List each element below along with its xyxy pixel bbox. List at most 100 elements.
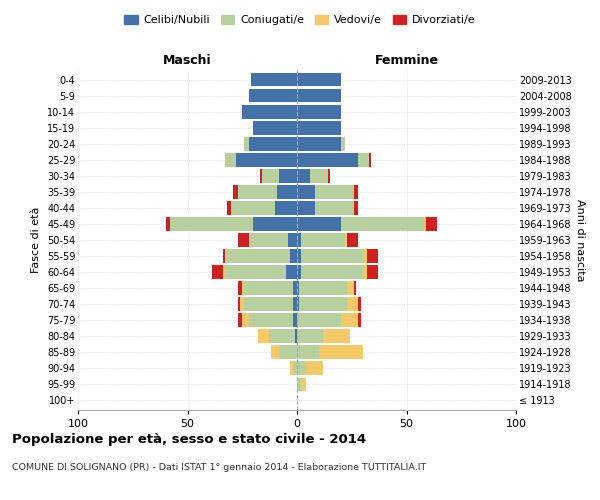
Bar bbox=[297, 169, 310, 182]
Bar bbox=[251, 73, 297, 86]
Bar bbox=[269, 330, 295, 343]
Text: Maschi: Maschi bbox=[163, 54, 212, 67]
Bar bbox=[297, 378, 301, 391]
Bar bbox=[297, 201, 314, 214]
Bar bbox=[347, 233, 358, 247]
Bar bbox=[358, 298, 361, 311]
Bar bbox=[297, 153, 358, 166]
Bar bbox=[236, 153, 297, 166]
Bar bbox=[280, 169, 297, 182]
Bar bbox=[249, 314, 293, 327]
Bar bbox=[301, 249, 363, 263]
Bar bbox=[301, 266, 363, 279]
Bar bbox=[297, 121, 341, 134]
Bar bbox=[347, 298, 358, 311]
Bar bbox=[249, 137, 297, 150]
Bar bbox=[424, 217, 426, 231]
Bar bbox=[170, 217, 253, 231]
Y-axis label: Anni di nascita: Anni di nascita bbox=[575, 198, 586, 281]
Bar bbox=[225, 266, 286, 279]
Bar bbox=[328, 169, 330, 182]
Bar bbox=[297, 89, 341, 102]
Text: Femmine: Femmine bbox=[374, 54, 439, 67]
Bar bbox=[297, 314, 341, 327]
Bar bbox=[240, 298, 244, 311]
Bar bbox=[225, 249, 290, 263]
Bar bbox=[225, 153, 236, 166]
Bar bbox=[275, 201, 297, 214]
Bar bbox=[253, 217, 297, 231]
Bar bbox=[253, 121, 297, 134]
Y-axis label: Fasce di età: Fasce di età bbox=[31, 207, 41, 273]
Bar bbox=[314, 201, 354, 214]
Bar bbox=[257, 330, 269, 343]
Bar bbox=[297, 185, 314, 198]
Bar bbox=[290, 249, 297, 263]
Bar bbox=[354, 201, 358, 214]
Bar bbox=[271, 346, 280, 359]
Bar bbox=[293, 362, 297, 375]
Bar bbox=[297, 282, 299, 295]
Bar bbox=[314, 185, 354, 198]
Bar bbox=[293, 282, 297, 295]
Bar bbox=[244, 298, 293, 311]
Bar bbox=[367, 249, 378, 263]
Bar bbox=[297, 233, 301, 247]
Bar bbox=[166, 217, 170, 231]
Bar bbox=[347, 282, 354, 295]
Bar bbox=[358, 314, 361, 327]
Text: Popolazione per età, sesso e stato civile - 2014: Popolazione per età, sesso e stato civil… bbox=[12, 432, 366, 446]
Bar bbox=[249, 89, 297, 102]
Bar bbox=[260, 169, 262, 182]
Bar bbox=[290, 362, 293, 375]
Bar bbox=[238, 314, 242, 327]
Bar bbox=[354, 282, 356, 295]
Bar bbox=[223, 266, 225, 279]
Bar bbox=[297, 249, 301, 263]
Bar bbox=[212, 266, 223, 279]
Bar bbox=[293, 314, 297, 327]
Bar bbox=[238, 298, 240, 311]
Bar bbox=[358, 153, 369, 166]
Bar bbox=[238, 233, 249, 247]
Bar bbox=[367, 266, 378, 279]
Bar bbox=[341, 137, 345, 150]
Bar bbox=[297, 73, 341, 86]
Bar bbox=[299, 298, 347, 311]
Bar bbox=[249, 233, 288, 247]
Bar bbox=[227, 201, 232, 214]
Bar bbox=[363, 266, 367, 279]
Legend: Celibi/Nubili, Coniugati/e, Vedovi/e, Divorziati/e: Celibi/Nubili, Coniugati/e, Vedovi/e, Di… bbox=[120, 10, 480, 30]
Bar bbox=[345, 233, 347, 247]
Bar bbox=[232, 201, 275, 214]
Bar bbox=[242, 282, 244, 295]
Bar bbox=[297, 217, 341, 231]
Bar bbox=[297, 137, 341, 150]
Bar bbox=[426, 217, 437, 231]
Bar bbox=[301, 378, 306, 391]
Bar bbox=[244, 137, 249, 150]
Bar bbox=[297, 362, 306, 375]
Bar bbox=[244, 282, 293, 295]
Bar bbox=[299, 282, 347, 295]
Bar bbox=[242, 314, 249, 327]
Bar bbox=[341, 217, 424, 231]
Bar bbox=[306, 362, 323, 375]
Bar bbox=[319, 346, 363, 359]
Bar bbox=[293, 298, 297, 311]
Bar bbox=[280, 346, 297, 359]
Bar bbox=[286, 266, 297, 279]
Bar bbox=[341, 314, 358, 327]
Bar bbox=[288, 233, 297, 247]
Text: COMUNE DI SOLIGNANO (PR) - Dati ISTAT 1° gennaio 2014 - Elaborazione TUTTITALIA.: COMUNE DI SOLIGNANO (PR) - Dati ISTAT 1°… bbox=[12, 462, 426, 471]
Bar bbox=[238, 185, 277, 198]
Bar bbox=[297, 298, 299, 311]
Bar bbox=[297, 346, 319, 359]
Bar bbox=[238, 282, 242, 295]
Bar bbox=[323, 330, 350, 343]
Bar bbox=[295, 330, 297, 343]
Bar bbox=[363, 249, 367, 263]
Bar bbox=[297, 266, 301, 279]
Bar bbox=[354, 185, 358, 198]
Bar bbox=[242, 105, 297, 118]
